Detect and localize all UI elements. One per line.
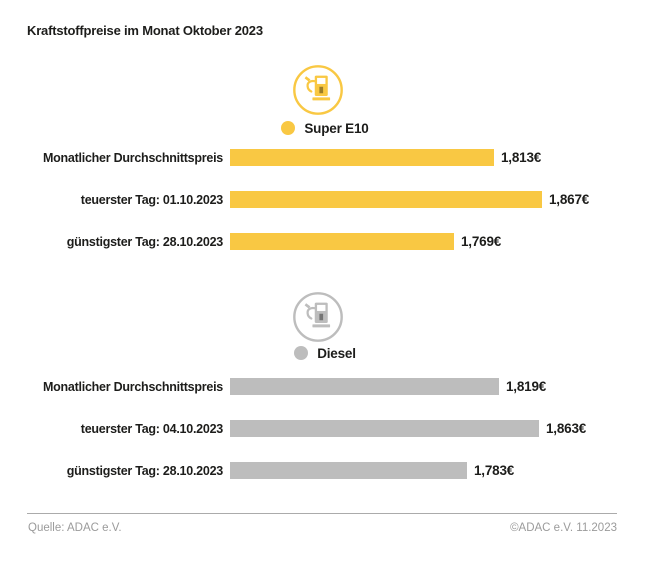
bar-value-label: 1,769€ (461, 234, 502, 249)
bar-category-label: teuerster Tag: 01.10.2023 (80, 192, 223, 207)
bar-value-label: 1,783€ (474, 463, 515, 478)
footer-divider (27, 513, 617, 514)
legend-dot-super-e10 (281, 121, 296, 135)
bar-value-label: 1,867€ (549, 192, 590, 207)
footer-source: Quelle: ADAC e.V. (28, 522, 122, 534)
bar-value-label: 1,813€ (501, 150, 542, 165)
legend-label-diesel: Diesel (317, 345, 356, 361)
fuel-pump-icon (292, 291, 344, 343)
bar-super-e10-max (230, 191, 542, 208)
bar-diesel-average (230, 378, 499, 395)
footer-copyright: ©ADAC e.V. 11.2023 (510, 522, 617, 534)
bar-value-label: 1,819€ (506, 379, 547, 394)
bar-super-e10-min (230, 233, 454, 250)
bar-category-label: günstigster Tag: 28.10.2023 (66, 234, 224, 249)
bar-diesel-max (230, 420, 539, 437)
legend-label-super-e10: Super E10 (304, 120, 369, 136)
bar-row-super-e10-average: Monatlicher Durchschnittspreis 1,813€ (27, 149, 640, 166)
bar-value-label: 1,863€ (546, 421, 587, 436)
bar-category-label: Monatlicher Durchschnittspreis (42, 379, 223, 394)
page-title: Kraftstoffpreise im Monat Oktober 2023 (27, 23, 263, 38)
bar-row-diesel-min: günstigster Tag: 28.10.2023 1,783€ (27, 462, 640, 479)
bar-super-e10-average (230, 149, 494, 166)
bar-category-label: teuerster Tag: 04.10.2023 (80, 421, 223, 436)
legend-diesel: Diesel (0, 345, 650, 361)
bar-diesel-min (230, 462, 467, 479)
bar-row-super-e10-min: günstigster Tag: 28.10.2023 1,769€ (27, 233, 640, 250)
fuel-pump-icon (292, 64, 344, 116)
bar-category-label: günstigster Tag: 28.10.2023 (66, 463, 224, 478)
bar-row-super-e10-max: teuerster Tag: 01.10.2023 1,867€ (27, 191, 640, 208)
bar-row-diesel-average: Monatlicher Durchschnittspreis 1,819€ (27, 378, 640, 395)
legend-dot-diesel (294, 346, 309, 360)
bar-row-diesel-max: teuerster Tag: 04.10.2023 1,863€ (27, 420, 640, 437)
bar-category-label: Monatlicher Durchschnittspreis (42, 150, 223, 165)
legend-super-e10: Super E10 (0, 120, 650, 136)
